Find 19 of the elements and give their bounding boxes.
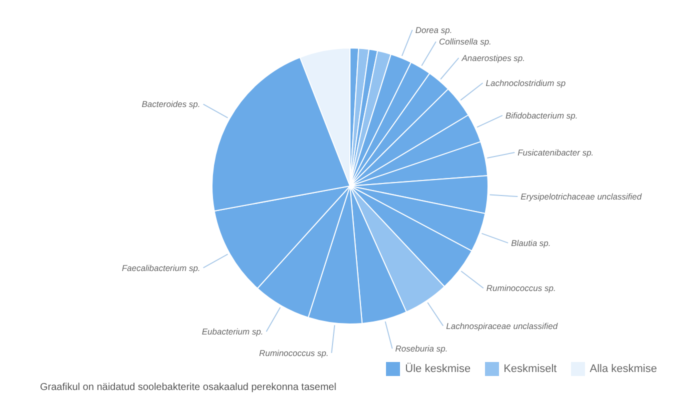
slice-label: Ruminococcus sp. xyxy=(486,283,556,294)
slice-label: Eubacterium sp. xyxy=(202,326,264,337)
slice-label: Lachnoclostridium sp xyxy=(486,78,566,88)
slice-label: Bifidobacterium sp. xyxy=(505,110,578,120)
text: Üle keskmise xyxy=(404,362,471,376)
text: Keskmiselt xyxy=(502,362,557,376)
slice-label: Blautia sp. xyxy=(511,238,551,248)
text: Graafikul on näidatud soolebakterite osakaalud perekonna tasemel xyxy=(39,382,338,393)
slice-label: Collinsella sp. xyxy=(438,36,492,47)
slice-label: Fusicatenibacter sp. xyxy=(518,147,594,158)
slice-label: Dorea sp. xyxy=(415,24,452,35)
slice-label: Anaerostipes sp. xyxy=(460,52,526,63)
slice-label: Roseburia sp. xyxy=(395,344,448,354)
slice-label: Faecalibacterium sp. xyxy=(122,262,200,273)
text: Alla keskmise xyxy=(588,362,657,376)
slice-label: Ruminococcus sp. xyxy=(259,348,329,358)
slice-label: Bacteroides sp. xyxy=(142,99,200,110)
slice-label: Erysipelotrichaceae unclassified xyxy=(520,192,642,202)
slice-label: Lachnospiraceae unclassified xyxy=(446,320,558,331)
